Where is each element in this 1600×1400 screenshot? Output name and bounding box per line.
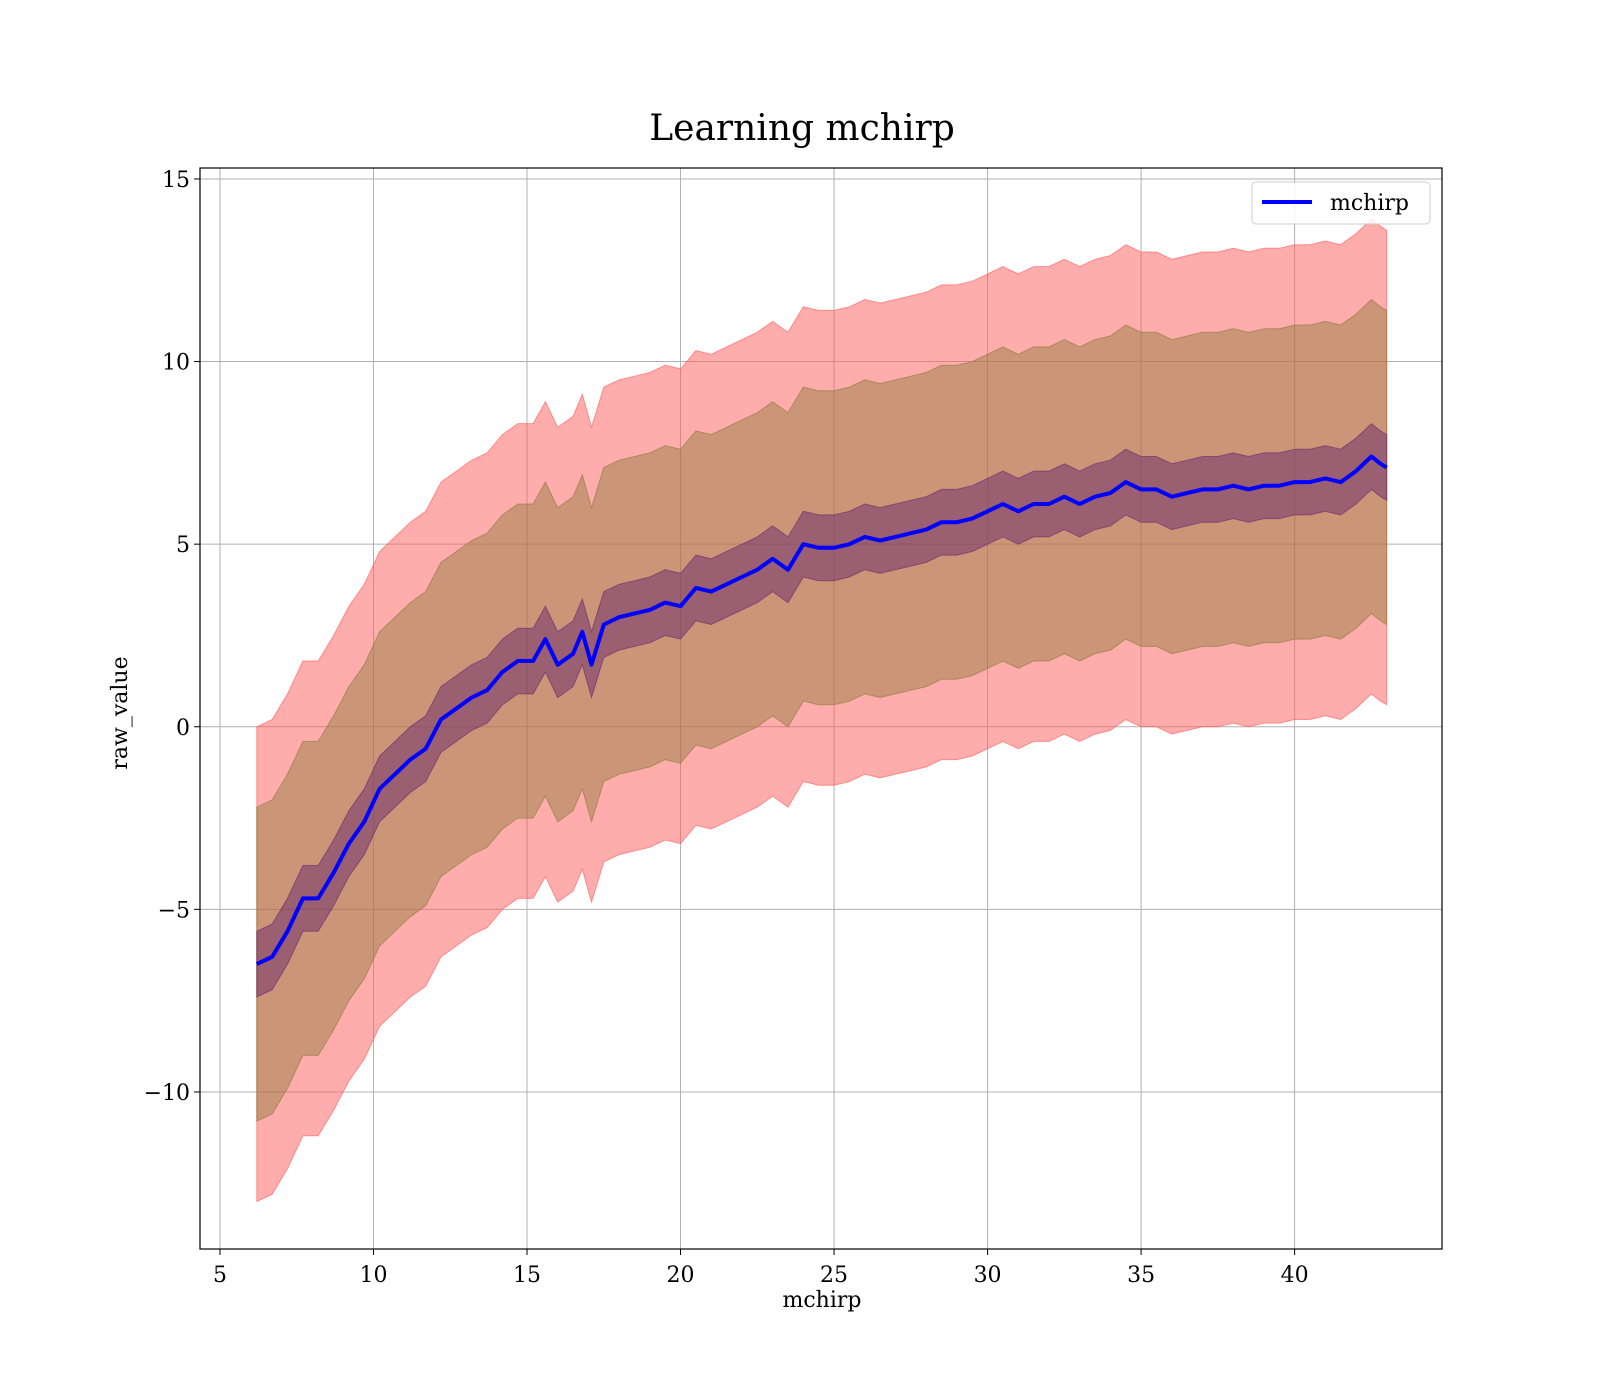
legend-box [1251, 181, 1431, 225]
axis-ticks: 5 10 15 20 25 30 35 40 −10 −5 0 5 10 15 [144, 168, 1309, 1288]
x-tick-label: 20 [667, 1263, 695, 1288]
confidence-bands [256, 218, 1388, 1203]
x-tick-label: 40 [1281, 1263, 1309, 1288]
y-tick-label: 15 [162, 168, 190, 193]
series-line-mchirp [255, 454, 1388, 966]
y-tick-label: −5 [158, 898, 190, 923]
inner-band [256, 422, 1388, 998]
x-tick-label: 25 [820, 1263, 848, 1288]
x-tick-label: 5 [213, 1263, 227, 1288]
plot-frame [199, 167, 1443, 1250]
series-lines [255, 454, 1388, 966]
chart-title: Learning mchirp [649, 108, 955, 149]
x-axis-label: mchirp [783, 1288, 862, 1313]
legend-entry-mchirp: mchirp [1330, 191, 1409, 216]
y-tick-label: 0 [176, 716, 190, 741]
x-tick-label: 35 [1127, 1263, 1155, 1288]
y-tick-label: −10 [144, 1081, 190, 1106]
y-tick-label: 10 [162, 351, 190, 376]
x-tick-label: 30 [974, 1263, 1002, 1288]
legend: mchirp [1251, 181, 1431, 225]
x-tick-label: 10 [359, 1263, 387, 1288]
y-axis-label: raw_value [108, 656, 133, 769]
x-tick-label: 15 [513, 1263, 541, 1288]
y-tick-label: 5 [176, 533, 190, 558]
